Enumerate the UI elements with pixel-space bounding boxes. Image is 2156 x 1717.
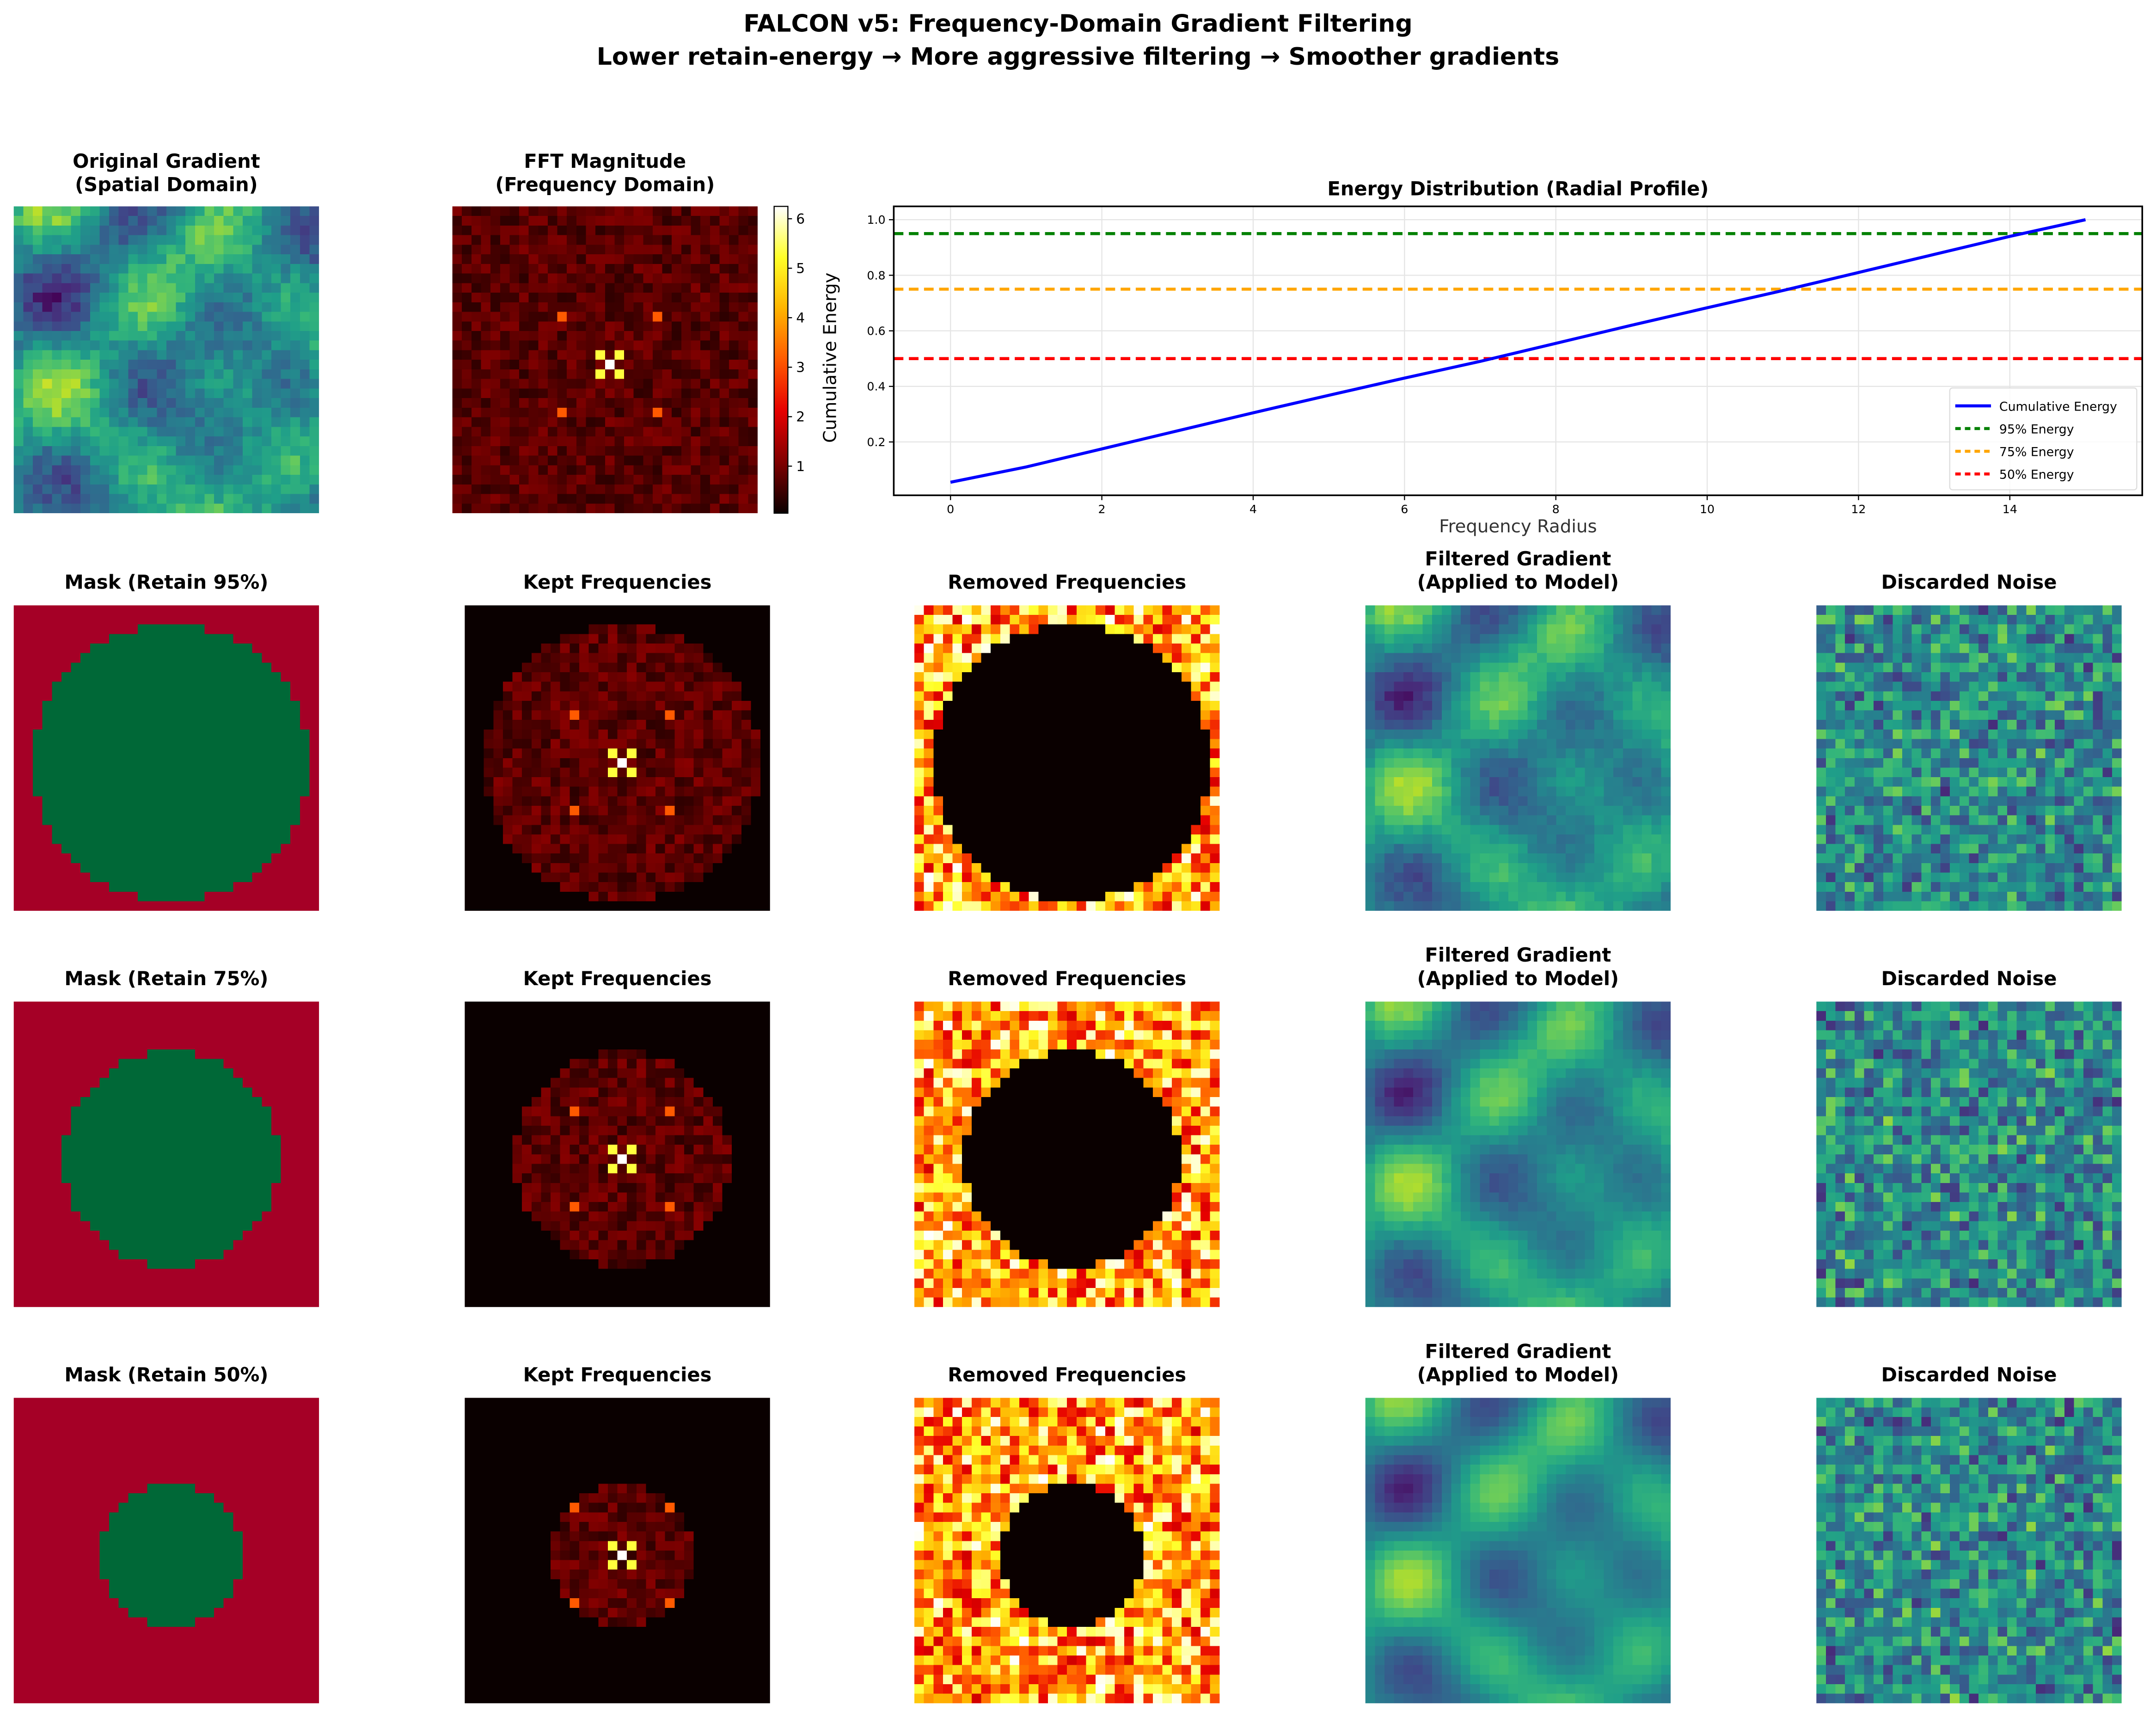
- colorbar-tick-label: 2: [796, 409, 805, 425]
- colorbar-tick-label: 1: [796, 459, 805, 475]
- discarded-noise-title: Discarded Noise: [1763, 572, 2156, 596]
- mask-title: Mask (Retain 75%): [0, 969, 373, 992]
- title-text: Original Gradient: [73, 151, 260, 173]
- title-text: FFT Magnitude: [524, 151, 686, 173]
- removed-frequencies-title: Removed Frequencies: [861, 969, 1273, 992]
- original-gradient-image: [13, 206, 319, 514]
- kept-frequencies-image: [465, 1001, 770, 1307]
- title-text: (Frequency Domain): [495, 174, 715, 197]
- removed-frequencies-image: [914, 1398, 1220, 1704]
- y-tick-label: 0.4: [867, 380, 885, 393]
- kept-frequencies-title: Kept Frequencies: [411, 1365, 823, 1388]
- kept-frequencies-title: Kept Frequencies: [411, 969, 823, 992]
- title-text: Removed Frequencies: [948, 572, 1187, 595]
- y-tick-label: 0.2: [867, 435, 885, 449]
- title-text: Kept Frequencies: [523, 1365, 712, 1387]
- colorbar-bar: [773, 206, 789, 514]
- title-text: Kept Frequencies: [523, 572, 712, 595]
- filtered-gradient-title: Filtered Gradient (Applied to Model): [1312, 945, 1724, 992]
- filtered-gradient-title: Filtered Gradient (Applied to Model): [1312, 1342, 1724, 1388]
- title-text: Discarded Noise: [1881, 1365, 2057, 1387]
- x-tick-label: 10: [1700, 503, 1715, 516]
- filtered-gradient-image: [1365, 1001, 1671, 1307]
- discarded-noise-image: [1816, 605, 2122, 911]
- cumulative-energy-line: [950, 218, 2086, 484]
- mask-image: [13, 1398, 319, 1704]
- title-text: (Applied to Model): [1417, 969, 1619, 991]
- title-text: (Spatial Domain): [75, 174, 258, 197]
- title-text: Filtered Gradient: [1425, 1341, 1611, 1364]
- colorbar-tick-label: 4: [796, 310, 805, 326]
- x-axis-label: Frequency Radius: [1439, 516, 1597, 537]
- discarded-noise-image: [1816, 1001, 2122, 1307]
- chart-title: Energy Distribution (Radial Profile): [1327, 178, 1709, 200]
- discarded-noise-title: Discarded Noise: [1763, 969, 2156, 992]
- fft-magnitude-image: [452, 206, 758, 514]
- removed-frequencies-title: Removed Frequencies: [861, 1365, 1273, 1388]
- title-text: Mask (Retain 95%): [64, 572, 269, 595]
- legend-label: 75% Energy: [1999, 445, 2074, 460]
- fft-magnitude-title: FFT Magnitude (Frequency Domain): [399, 151, 811, 198]
- title-text: (Applied to Model): [1417, 572, 1619, 595]
- removed-frequencies-image: [914, 1001, 1220, 1307]
- kept-frequencies-title: Kept Frequencies: [411, 572, 823, 596]
- title-line-2: Lower retain-energy → More aggressive fi…: [596, 44, 1560, 72]
- title-text: Kept Frequencies: [523, 969, 712, 991]
- title-line-1: FALCON v5: Frequency-Domain Gradient Fil…: [743, 11, 1413, 39]
- mask-title: Mask (Retain 95%): [0, 572, 373, 596]
- x-tick-label: 8: [1552, 503, 1560, 516]
- kept-frequencies-image: [465, 605, 770, 911]
- colorbar: 1 2 3 4 5 6: [773, 206, 805, 514]
- colorbar-tick-label: 3: [796, 360, 805, 376]
- x-tick-label: 6: [1401, 503, 1408, 516]
- title-text: Discarded Noise: [1881, 969, 2057, 991]
- legend-label: 50% Energy: [1999, 468, 2074, 482]
- mask-image: [13, 1001, 319, 1307]
- title-text: (Applied to Model): [1417, 1365, 1619, 1387]
- title-text: Removed Frequencies: [948, 969, 1187, 991]
- removed-frequencies-image: [914, 605, 1220, 911]
- x-tick-label: 2: [1098, 503, 1106, 516]
- discarded-noise-title: Discarded Noise: [1763, 1365, 2156, 1388]
- title-text: Mask (Retain 50%): [64, 1365, 269, 1387]
- discarded-noise-image: [1816, 1398, 2122, 1704]
- legend-label: Cumulative Energy: [1999, 399, 2117, 414]
- y-tick-label: 1.0: [867, 213, 885, 227]
- legend-label: 95% Energy: [1999, 422, 2074, 436]
- colorbar-tick-label: 5: [796, 261, 805, 277]
- y-tick-label: 0.6: [867, 325, 885, 338]
- removed-frequencies-title: Removed Frequencies: [861, 572, 1273, 596]
- y-tick-label: 0.8: [867, 269, 885, 282]
- original-gradient-title: Original Gradient (Spatial Domain): [0, 151, 373, 198]
- filtered-gradient-image: [1365, 1398, 1671, 1704]
- x-tick-label: 12: [1851, 503, 1866, 516]
- x-tick-label: 14: [2003, 503, 2017, 516]
- x-tick-label: 4: [1250, 503, 1257, 516]
- title-text: Discarded Noise: [1881, 572, 2057, 595]
- kept-frequencies-image: [465, 1398, 770, 1704]
- title-text: Mask (Retain 75%): [64, 969, 269, 991]
- filtered-gradient-image: [1365, 605, 1671, 911]
- filtered-gradient-title: Filtered Gradient (Applied to Model): [1312, 549, 1724, 595]
- mask-image: [13, 605, 319, 911]
- colorbar-tick-label: 6: [796, 211, 805, 227]
- y-axis-label: Cumulative Energy: [820, 273, 841, 443]
- title-text: Filtered Gradient: [1425, 945, 1611, 968]
- mask-title: Mask (Retain 50%): [0, 1365, 373, 1388]
- title-text: Removed Frequencies: [948, 1365, 1187, 1387]
- x-tick-label: 0: [947, 503, 954, 516]
- legend-box: [1949, 387, 2138, 491]
- figure-title: FALCON v5: Frequency-Domain Gradient Fil…: [0, 8, 2156, 74]
- plot-frame: [893, 205, 2144, 497]
- energy-chart: Energy Distribution (Radial Profile) 0 2 4 6…: [820, 178, 2144, 537]
- title-text: Filtered Gradient: [1425, 549, 1611, 571]
